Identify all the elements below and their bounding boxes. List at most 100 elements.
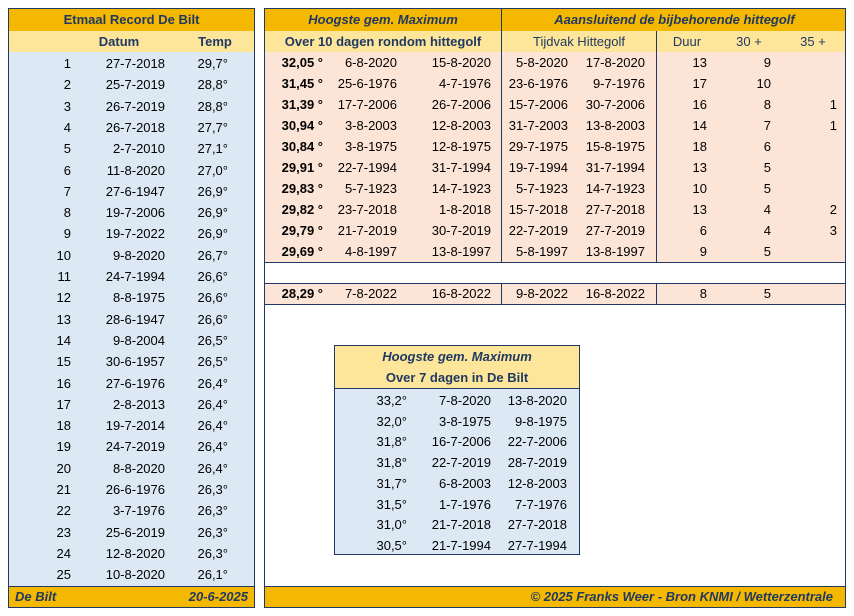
record-date: 8-8-2020 xyxy=(112,460,165,476)
record-rank: 23 xyxy=(56,524,71,540)
record-temp: 27,1° xyxy=(197,141,228,157)
hw-window-from: 3-8-2003 xyxy=(344,118,397,133)
record-rank: 19 xyxy=(56,439,71,455)
left-panel-footer: De Bilt 20-6-2025 xyxy=(9,587,254,607)
record-temp: 26,9° xyxy=(197,183,228,199)
record-date: 30-6-1957 xyxy=(105,354,165,370)
hw-window-from: 23-7-2018 xyxy=(337,202,397,217)
record-date: 27-7-2018 xyxy=(105,56,165,71)
hw-window-to: 26-7-2006 xyxy=(431,97,491,112)
hittegolf-start: 5-7-1923 xyxy=(515,181,568,196)
record-date: 9-8-2004 xyxy=(112,332,165,348)
hittegolf-end: 16-8-2022 xyxy=(585,286,645,301)
record-temp: 26,7° xyxy=(197,247,228,263)
record-date: 28-6-1947 xyxy=(105,311,165,327)
seven-day-avg: 31,5° xyxy=(376,496,407,512)
record-row: 13 28-6-1947 26,6° xyxy=(9,309,254,330)
record-temp: 26,5° xyxy=(197,354,228,370)
extra-row-top-line xyxy=(265,283,845,284)
seven-day-avg: 31,0° xyxy=(376,517,407,533)
hittegolf-duur: 9 xyxy=(699,244,707,259)
record-date: 26-7-2019 xyxy=(105,98,165,114)
record-date: 27-6-1947 xyxy=(105,183,165,199)
seven-day-to: 12-8-2003 xyxy=(507,475,567,491)
count-30-plus: 8 xyxy=(763,97,771,112)
count-35-plus: 1 xyxy=(829,118,837,133)
table-bottom-line xyxy=(265,262,845,263)
subheader-tijdvak: Tijdvak Hittegolf xyxy=(533,34,625,49)
hittegolf-duur: 18 xyxy=(692,139,707,154)
hw-window-from: 21-7-2019 xyxy=(337,223,397,238)
seven-day-to: 28-7-2019 xyxy=(507,455,567,471)
record-temp: 26,4° xyxy=(197,439,228,455)
count-30-plus: 5 xyxy=(763,181,771,196)
hw-window-to: 14-7-1923 xyxy=(431,181,491,196)
count-30-plus: 9 xyxy=(763,55,771,70)
hittegolf-duur: 6 xyxy=(699,223,707,238)
hw-window-to: 15-8-2020 xyxy=(431,55,491,70)
record-date: 2-8-2013 xyxy=(112,396,165,412)
record-temp: 26,4° xyxy=(197,396,228,412)
record-rank: 6 xyxy=(63,162,71,178)
record-rank: 9 xyxy=(63,226,71,242)
record-temp: 26,9° xyxy=(197,205,228,221)
record-row: 16 27-6-1976 26,4° xyxy=(9,373,254,394)
record-date: 19-7-2022 xyxy=(105,226,165,242)
seven-day-from: 21-7-2018 xyxy=(431,517,491,533)
record-date: 8-8-1975 xyxy=(112,290,165,306)
hittegolf-start: 5-8-2020 xyxy=(515,55,568,70)
hittegolf-table: 32,05 ° 6-8-2020 15-8-2020 5-8-2020 17-8-202… xyxy=(265,52,845,262)
hw-window-to: 12-8-2003 xyxy=(431,118,491,133)
count-35-plus xyxy=(781,283,837,304)
record-temp: 26,6° xyxy=(197,311,228,327)
hw-window-from: 25-6-1976 xyxy=(337,76,397,91)
hw-window-to: 12-8-1975 xyxy=(431,139,491,154)
count-35-plus xyxy=(781,52,837,73)
record-date: 10-8-2020 xyxy=(105,567,165,583)
record-rank: 20 xyxy=(56,460,71,476)
right-panel: Hoogste gem. Maximum Aaansluitend de bij… xyxy=(264,8,846,608)
left-panel-column-headers: Datum Temp xyxy=(9,31,254,52)
seven-day-avg: 31,7° xyxy=(376,475,407,491)
count-30-plus: 4 xyxy=(763,202,771,217)
hittegolf-end: 13-8-1997 xyxy=(585,244,645,259)
hittegolf-row: 29,69 ° 4-8-1997 13-8-1997 5-8-1997 13-8-199… xyxy=(265,241,845,262)
hittegolf-end: 27-7-2018 xyxy=(585,202,645,217)
hw-avg-temp: 29,91 ° xyxy=(281,160,323,175)
seven-day-to: 27-7-2018 xyxy=(507,517,567,533)
hw-window-from: 17-7-2006 xyxy=(337,97,397,112)
seven-day-to: 22-7-2006 xyxy=(507,434,567,450)
seven-day-row: 31,8° 22-7-2019 28-7-2019 xyxy=(335,452,579,473)
record-row: 10 9-8-2020 26,7° xyxy=(9,245,254,266)
seven-day-row: 31,0° 21-7-2018 27-7-2018 xyxy=(335,514,579,535)
record-temp: 26,4° xyxy=(197,460,228,476)
record-row: 19 24-7-2019 26,4° xyxy=(9,436,254,457)
record-rank: 21 xyxy=(56,482,71,497)
column-divider-main xyxy=(501,9,502,263)
record-row: 11 24-7-1994 26,6° xyxy=(9,266,254,287)
temp-column-header: Temp xyxy=(198,34,232,49)
right-panel-title-row: Hoogste gem. Maximum Aaansluitend de bij… xyxy=(265,9,845,31)
hw-window-from: 7-8-2022 xyxy=(344,286,397,301)
count-30-plus: 4 xyxy=(763,223,771,238)
record-row: 7 27-6-1947 26,9° xyxy=(9,181,254,202)
record-row: 21 26-6-1976 26,3° xyxy=(9,479,254,500)
extra-row-bottom-line xyxy=(265,304,845,305)
hittegolf-end: 15-8-1975 xyxy=(585,139,645,154)
hittegolf-end: 17-8-2020 xyxy=(585,55,645,70)
count-35-plus xyxy=(781,136,837,157)
right-panel-footer: © 2025 Franks Weer - Bron KNMI / Wetterz… xyxy=(265,587,845,607)
subheader-duur: Duur xyxy=(672,34,702,49)
record-date: 19-7-2006 xyxy=(105,205,165,221)
hittegolf-duur: 10 xyxy=(692,181,707,196)
seven-day-body: 33,2° 7-8-2020 13-8-2020 32,0° 3-8-1975 9-8-1… xyxy=(335,389,579,554)
record-rank: 16 xyxy=(56,375,71,391)
right-panel-subheader-row: Over 10 dagen rondom hittegolf Tijdvak H… xyxy=(265,31,845,52)
record-row: 2 25-7-2019 28,8° xyxy=(9,74,254,95)
record-rank: 2 xyxy=(63,77,71,93)
hw-avg-temp: 30,84 ° xyxy=(281,139,323,154)
hittegolf-end: 9-7-1976 xyxy=(592,76,645,91)
hittegolf-duur: 17 xyxy=(692,76,707,91)
hw-avg-temp: 29,83 ° xyxy=(281,181,323,196)
record-rank: 15 xyxy=(56,354,71,370)
